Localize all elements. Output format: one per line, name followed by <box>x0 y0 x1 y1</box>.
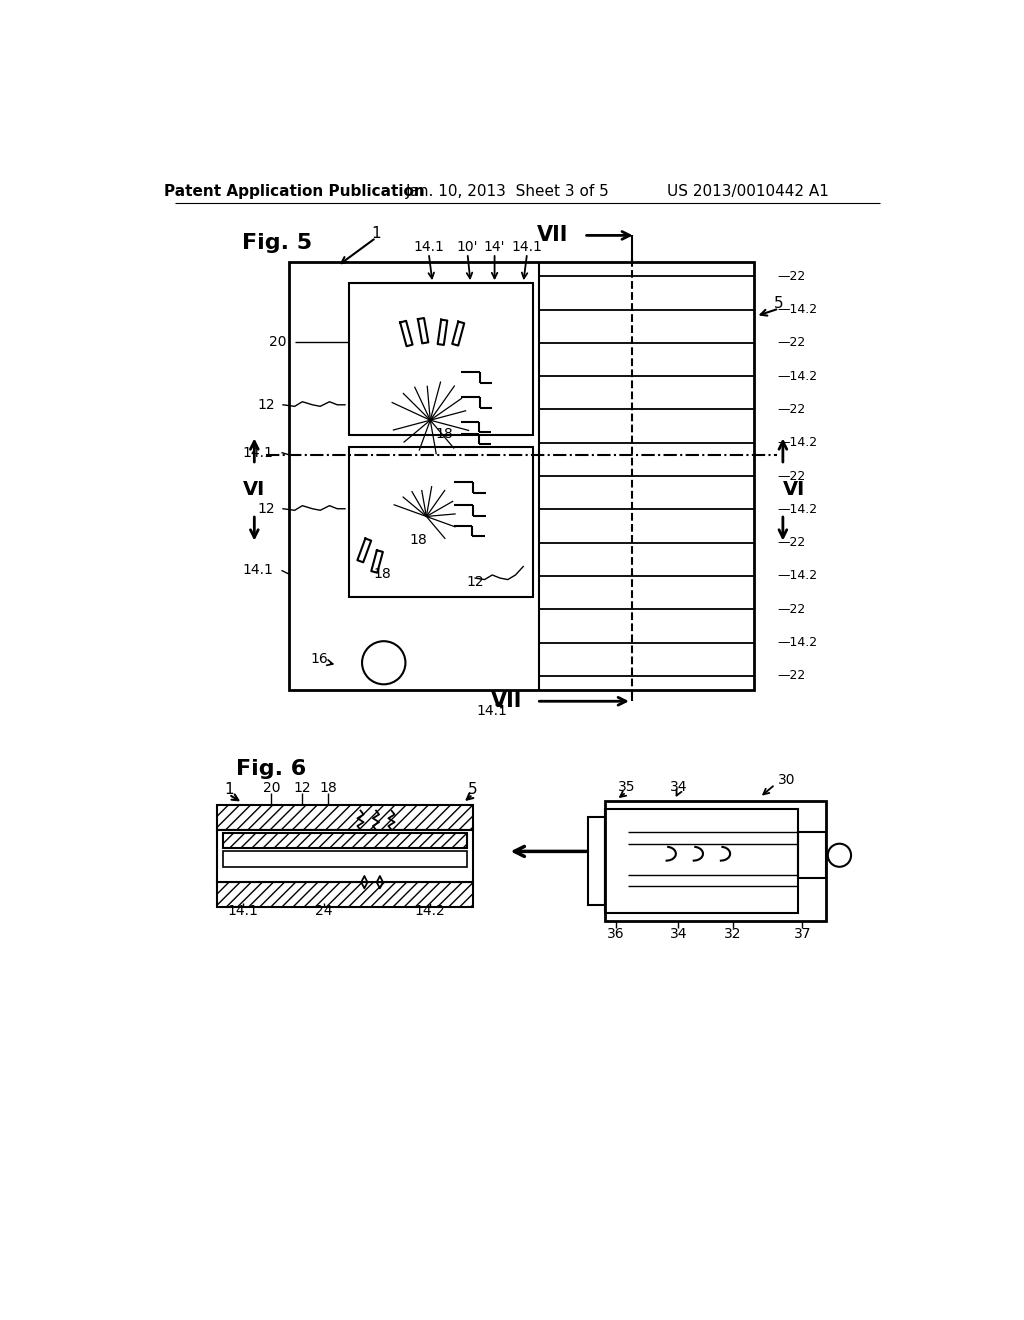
Text: VI: VI <box>783 480 806 499</box>
Text: 14': 14' <box>483 240 505 253</box>
Text: 20: 20 <box>262 781 281 795</box>
Text: 20: 20 <box>269 335 287 348</box>
Bar <box>604 809 799 913</box>
Text: VII: VII <box>490 692 522 711</box>
Text: 5: 5 <box>774 296 783 310</box>
Bar <box>223 851 467 867</box>
Text: —14.2: —14.2 <box>777 370 817 383</box>
Bar <box>604 801 825 921</box>
Text: 14.1: 14.1 <box>512 240 543 253</box>
Bar <box>289 263 755 689</box>
Text: 36: 36 <box>607 927 625 941</box>
Text: 12: 12 <box>258 397 275 412</box>
Text: 34: 34 <box>670 927 687 941</box>
Text: VII: VII <box>537 226 568 246</box>
Text: —22: —22 <box>777 669 806 682</box>
Text: 5: 5 <box>468 783 477 797</box>
Text: 1: 1 <box>371 226 381 240</box>
Bar <box>217 830 473 882</box>
Text: 32: 32 <box>724 927 741 941</box>
Text: —14.2: —14.2 <box>777 436 817 449</box>
Text: 14.1: 14.1 <box>227 904 258 919</box>
Text: 12: 12 <box>466 576 484 589</box>
Text: 16: 16 <box>310 652 328 665</box>
Text: 18: 18 <box>319 781 337 795</box>
Text: —22: —22 <box>777 603 806 615</box>
Text: —22: —22 <box>777 470 806 483</box>
Bar <box>217 882 473 907</box>
Text: 35: 35 <box>617 780 635 795</box>
Text: 18: 18 <box>374 568 391 581</box>
Text: US 2013/0010442 A1: US 2013/0010442 A1 <box>667 183 829 199</box>
Text: 12: 12 <box>258 502 275 516</box>
Text: 1: 1 <box>224 783 233 797</box>
Text: —14.2: —14.2 <box>777 569 817 582</box>
Bar <box>217 805 473 830</box>
Text: —22: —22 <box>777 536 806 549</box>
Text: 14.1: 14.1 <box>477 705 508 718</box>
Text: Fig. 5: Fig. 5 <box>242 234 312 253</box>
Text: Fig. 6: Fig. 6 <box>237 759 307 779</box>
Text: 14.1: 14.1 <box>243 446 273 459</box>
Text: 18: 18 <box>435 428 453 441</box>
Text: 34: 34 <box>670 780 687 795</box>
Bar <box>588 817 604 906</box>
Text: 18: 18 <box>410 532 427 546</box>
Text: —22: —22 <box>777 337 806 350</box>
Text: 14.1: 14.1 <box>243 564 273 577</box>
Text: —14.2: —14.2 <box>777 304 817 315</box>
Text: 30: 30 <box>778 772 796 787</box>
Bar <box>349 447 534 598</box>
Bar <box>349 284 534 434</box>
Text: —14.2: —14.2 <box>777 636 817 649</box>
Bar <box>223 833 467 849</box>
Text: 10': 10' <box>457 240 478 253</box>
Bar <box>799 832 825 878</box>
Text: —14.2: —14.2 <box>777 503 817 516</box>
Text: 12: 12 <box>294 781 311 795</box>
Text: —22: —22 <box>777 269 806 282</box>
Text: 24: 24 <box>315 904 333 919</box>
Text: 14.1: 14.1 <box>414 240 444 253</box>
Text: Patent Application Publication: Patent Application Publication <box>164 183 425 199</box>
Text: —22: —22 <box>777 403 806 416</box>
Text: Jan. 10, 2013  Sheet 3 of 5: Jan. 10, 2013 Sheet 3 of 5 <box>406 183 609 199</box>
Text: 14.2: 14.2 <box>415 904 445 919</box>
Text: VI: VI <box>244 480 265 499</box>
Text: 37: 37 <box>794 927 811 941</box>
